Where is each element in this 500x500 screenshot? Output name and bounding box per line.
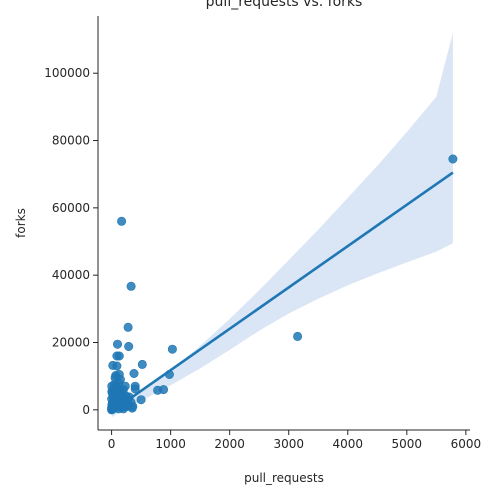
data-point xyxy=(293,331,303,341)
data-point xyxy=(112,361,122,371)
data-point xyxy=(117,216,127,226)
y-tick-label: 60000 xyxy=(52,201,90,215)
data-point xyxy=(130,384,140,394)
data-point xyxy=(129,368,139,378)
y-tick-label: 100000 xyxy=(44,66,90,80)
data-point xyxy=(113,339,123,349)
x-tick-label: 4000 xyxy=(332,437,363,451)
data-point xyxy=(137,359,147,369)
data-point xyxy=(167,344,177,354)
axes-layer: 0 1000 2000 3000 4000 5000 6000020000400006000… xyxy=(44,16,481,451)
x-tick-label: 3000 xyxy=(273,437,304,451)
x-tick-label: 0 xyxy=(108,437,116,451)
x-axis-label: pull_requests xyxy=(244,471,324,485)
data-point xyxy=(448,154,458,164)
data-point xyxy=(107,386,117,396)
data-point xyxy=(123,322,133,332)
x-tick-label: 5000 xyxy=(392,437,423,451)
data-point xyxy=(114,351,124,361)
data-point xyxy=(126,281,136,291)
chart-title: pull_requests vs. forks xyxy=(206,0,363,10)
regression-line-layer xyxy=(110,171,454,413)
confidence-band xyxy=(111,32,453,418)
y-tick-label: 20000 xyxy=(52,335,90,349)
regression-line xyxy=(110,171,454,413)
x-tick-label: 2000 xyxy=(214,437,245,451)
y-tick-label: 0 xyxy=(82,403,90,417)
data-point xyxy=(124,341,134,351)
data-point xyxy=(127,403,137,413)
data-point xyxy=(136,395,146,405)
data-point xyxy=(107,394,117,404)
y-tick-label: 80000 xyxy=(52,134,90,148)
confidence-band-layer xyxy=(111,32,453,418)
y-axis-label: forks xyxy=(14,208,28,238)
x-tick-label: 1000 xyxy=(155,437,186,451)
data-point xyxy=(153,385,163,395)
y-tick-label: 40000 xyxy=(52,268,90,282)
x-tick-label: 6000 xyxy=(451,437,482,451)
